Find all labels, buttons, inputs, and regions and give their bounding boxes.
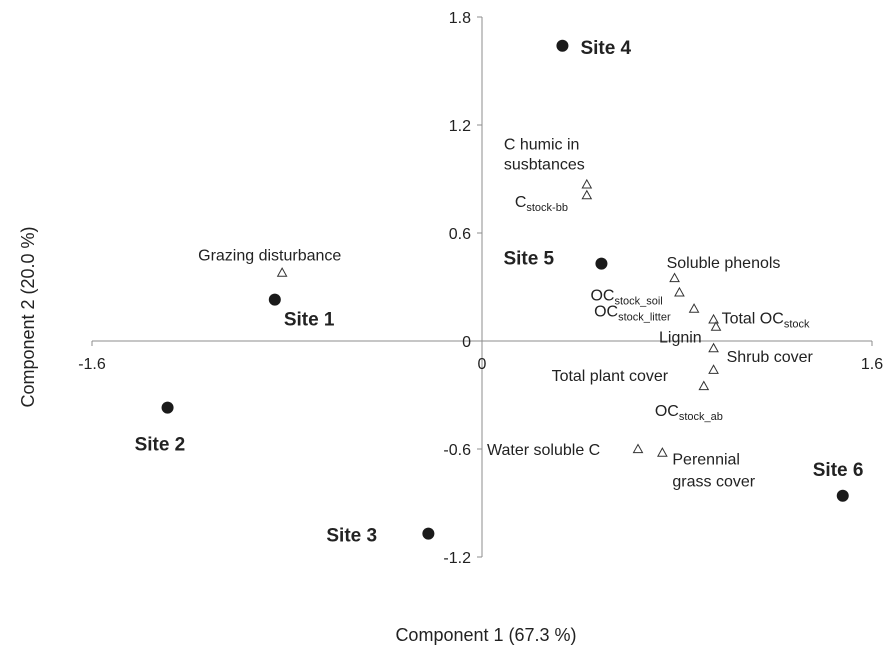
variable-marker [632, 443, 644, 454]
y-tick-label: 1.2 [449, 118, 471, 135]
variable-label: Soluble phenols [667, 255, 781, 272]
variable-label: Water soluble C [487, 442, 600, 459]
site-points: Site 1 Site 2 Site 3 Site 4 Site 5 Site 6 [135, 38, 864, 547]
variable-marker [674, 286, 685, 297]
y-tick-label: -0.6 [443, 442, 471, 459]
site-point [422, 527, 435, 540]
site-point [268, 293, 281, 306]
variable-marker [708, 364, 719, 374]
site-point [556, 39, 569, 52]
variable-marker [581, 189, 593, 200]
variable-marker [708, 313, 719, 324]
variable-label: OCstock_litter [594, 304, 671, 324]
variable-label: Total OCstock [722, 310, 810, 330]
variable-label: Total plant cover [552, 368, 669, 385]
site-label: Site 4 [580, 38, 631, 59]
variable-marker [688, 303, 700, 313]
variable-marker [698, 380, 710, 391]
site-label: Site 5 [503, 249, 554, 270]
variable-label: Cstock-bb [515, 194, 568, 214]
y-tick-label: 1.8 [449, 10, 471, 27]
x-axis-title: Component 1 (67.3 %) [395, 625, 576, 645]
variable-label: Grazing disturbance [198, 248, 341, 265]
y-tick-label: -1.2 [443, 550, 471, 567]
site-label: Site 1 [284, 310, 335, 331]
variable-label: OCstock_ab [655, 403, 723, 423]
tick-labels: -1.6 0 1.6 1.8 1.2 0.6 0 -0.6 -1.2 [78, 10, 883, 567]
variable-label: C humic in susbtances [504, 136, 585, 173]
site-point [595, 257, 608, 270]
y-tick-label: 0 [462, 334, 471, 351]
variable-marker [710, 321, 722, 331]
variable-marker [581, 178, 593, 189]
variable-label: Lignin [659, 330, 702, 347]
variable-label: Perennial grass cover [672, 452, 755, 491]
variable-marker [708, 342, 719, 353]
site-point [161, 401, 174, 414]
site-point [836, 489, 849, 502]
x-tick-label: 0 [478, 356, 487, 373]
site-label: Site 3 [326, 526, 377, 547]
variable-points: Grazing disturbance C humic in susbtances C… [198, 136, 813, 490]
variable-marker [669, 272, 680, 283]
x-tick-label: 1.6 [861, 356, 883, 373]
site-label: Site 2 [135, 435, 186, 456]
site-label: Site 6 [813, 460, 864, 481]
variable-marker [276, 267, 288, 277]
x-tick-label: -1.6 [78, 356, 106, 373]
variable-label: Shrub cover [727, 349, 814, 366]
variable-label: OCstock_soil [590, 287, 662, 307]
y-axis-title: Component 2 (20.0 %) [18, 226, 38, 407]
y-tick-label: 0.6 [449, 226, 471, 243]
variable-marker [657, 447, 668, 457]
